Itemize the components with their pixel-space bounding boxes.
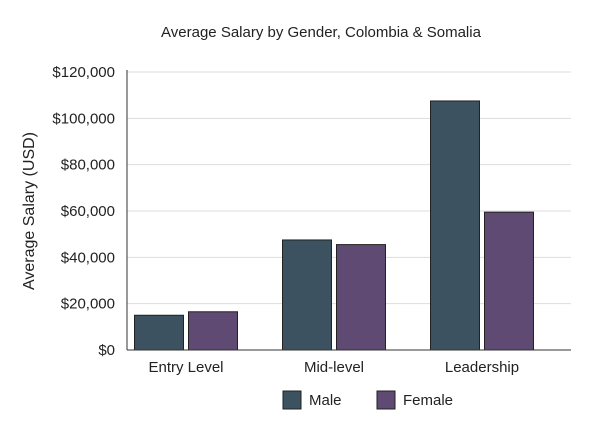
bar-female-0	[188, 311, 238, 351]
bar-female-1	[336, 244, 386, 351]
chart-title: Average Salary by Gender, Colombia & Som…	[161, 24, 482, 41]
x-tick-label: Entry Level	[148, 359, 223, 376]
bar-male-1	[282, 239, 332, 351]
legend-swatch-male	[282, 390, 302, 410]
legend-label-male: Male	[309, 392, 342, 409]
legend-label-female: Female	[403, 392, 453, 409]
bar-male-2	[430, 100, 480, 351]
bar-female-2	[484, 211, 534, 351]
y-tick-label: $40,000	[61, 249, 115, 266]
y-tick-label: $80,000	[61, 157, 115, 174]
legend: Male Female	[282, 390, 453, 410]
y-tick-label: $20,000	[61, 296, 115, 313]
bar-male-0	[134, 314, 184, 351]
y-tick-label: $0	[98, 342, 115, 359]
x-axis-ticks: Entry Level Mid-level Leadership	[148, 359, 519, 376]
y-axis-title: Average Salary (USD)	[21, 132, 38, 290]
x-tick-label: Leadership	[445, 359, 519, 376]
y-tick-label: $60,000	[61, 203, 115, 220]
bars	[134, 100, 534, 351]
y-axis-ticks: $0 $20,000 $40,000 $60,000 $80,000 $100,000 $1…	[52, 64, 115, 359]
x-tick-label: Mid-level	[304, 359, 364, 376]
y-tick-label: $120,000	[52, 64, 115, 81]
y-tick-label: $100,000	[52, 110, 115, 127]
legend-swatch-female	[376, 390, 396, 410]
